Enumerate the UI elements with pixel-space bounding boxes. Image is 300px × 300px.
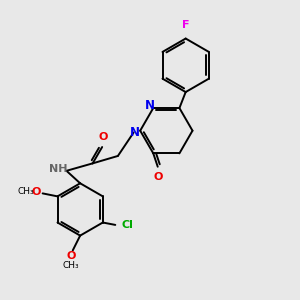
- Text: O: O: [154, 172, 163, 182]
- Text: F: F: [182, 20, 189, 30]
- Text: O: O: [98, 132, 107, 142]
- Text: N: N: [145, 99, 155, 112]
- Text: O: O: [67, 251, 76, 261]
- Text: Cl: Cl: [122, 220, 134, 230]
- Text: N: N: [130, 126, 140, 139]
- Text: NH: NH: [49, 164, 68, 174]
- Text: CH₃: CH₃: [63, 261, 80, 270]
- Text: CH₃: CH₃: [18, 188, 34, 196]
- Text: O: O: [32, 187, 41, 197]
